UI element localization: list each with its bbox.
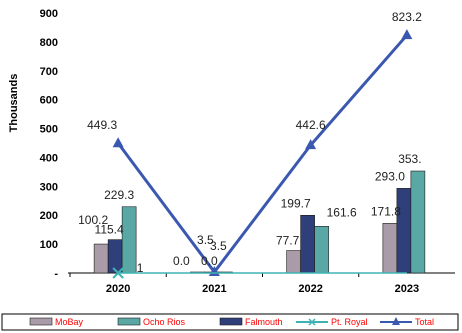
total-data-label: 449.3 [87, 118, 117, 132]
data-labels: 100.2 0.0 77.7 171.8 115.4 0.0 199.7 293.0 229.3… [78, 10, 422, 275]
data-label: 100.2 [78, 213, 108, 227]
bar-ocho-rios [121, 206, 137, 274]
data-label: 0.0 [173, 254, 190, 268]
bar-falmouth [396, 188, 412, 274]
x-tick-label: 2020 [106, 283, 130, 295]
data-label: 199.7 [281, 196, 311, 210]
data-label: 293.0 [375, 169, 405, 183]
legend: MoBay Ocho Rios Falmouth Pt. Royal Total [1, 313, 459, 331]
data-label: 0.0 [201, 254, 218, 268]
y-tick-label: 100 [40, 239, 58, 251]
total-marker [112, 137, 124, 148]
bar-ocho-rios [314, 226, 329, 274]
y-tick-label: 800 [40, 37, 58, 49]
legend-label: Falmouth [245, 317, 283, 327]
y-tick-label: 900 [40, 8, 58, 20]
data-label: 353. [398, 152, 421, 166]
total-data-label: 442.6 [296, 118, 326, 132]
x-tick-label: 2023 [395, 283, 419, 295]
bar-falmouth [107, 239, 123, 274]
axes: - 100 200 300 400 500 600 700 800 900 Thousands 202… [8, 8, 455, 295]
x-tick-label: 2021 [202, 283, 226, 295]
x-tick-label: 2022 [298, 283, 322, 295]
data-label: 115.4 [95, 223, 124, 237]
y-tick-label: 400 [40, 152, 58, 164]
bar-mobay [286, 250, 301, 274]
total-marker [305, 139, 317, 150]
y-tick-label: 500 [40, 124, 58, 136]
bar-mobay [93, 243, 109, 274]
y-tick-label: 300 [40, 181, 58, 193]
data-label: 77.7 [276, 234, 300, 248]
bar-ocho-rios [410, 170, 426, 274]
y-tick-label: 700 [40, 66, 58, 78]
legend-marker [308, 318, 316, 326]
pt-royal-data-label: 1 [137, 261, 144, 275]
y-tick-label: 200 [40, 210, 58, 222]
y-axis-label: Thousands [8, 74, 20, 133]
legend-swatch [219, 317, 243, 326]
bar-mobay [382, 223, 398, 274]
bars [93, 170, 426, 274]
data-label: 171.8 [371, 204, 401, 218]
total-data-label: 823.2 [392, 10, 422, 24]
legend-label: MoBay [55, 317, 84, 327]
data-label: 161.6 [327, 205, 357, 219]
pt-royal-marker [112, 267, 124, 279]
total-data-label: 3.5 [210, 239, 227, 253]
legend-label: Total [415, 317, 434, 327]
y-tick-label: - [54, 268, 58, 280]
legend-label: Pt. Royal [331, 317, 368, 327]
bar-falmouth [300, 215, 315, 274]
total-line [116, 34, 409, 275]
legend-marker [392, 317, 400, 325]
legend-swatch [29, 317, 53, 326]
y-tick-label: 600 [40, 95, 58, 107]
data-label: 229.3 [104, 188, 134, 202]
data-label: 3.5 [197, 233, 214, 247]
legend-label: Ocho Rios [143, 317, 186, 327]
total-marker [401, 29, 413, 40]
lines [112, 29, 413, 279]
legend-swatch [117, 317, 141, 326]
